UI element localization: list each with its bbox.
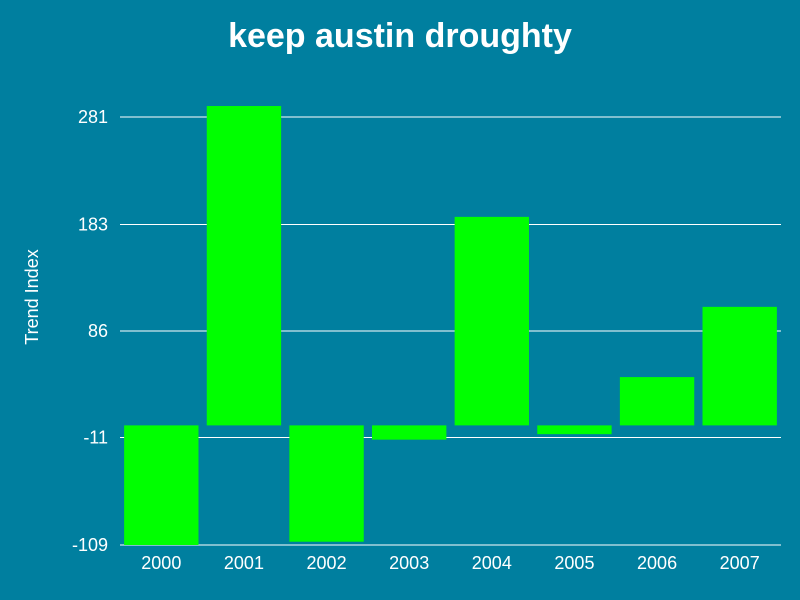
bars <box>124 106 777 545</box>
x-tick-label: 2004 <box>472 553 512 573</box>
y-tick-label: 86 <box>88 321 108 341</box>
x-tick-label: 2003 <box>389 553 429 573</box>
bar-2001 <box>206 106 282 426</box>
bar-2007 <box>702 306 777 426</box>
bar-2006 <box>619 377 695 426</box>
bar-2002 <box>289 425 364 542</box>
bar-2005 <box>537 425 612 435</box>
bar-2004 <box>454 216 529 426</box>
x-tick-label: 2005 <box>554 553 594 573</box>
x-tick-labels: 2000 2001 2002 2003 2004 2005 2006 2007 <box>141 553 759 573</box>
x-tick-label: 2002 <box>307 553 347 573</box>
x-tick-label: 2007 <box>720 553 760 573</box>
y-tick-label: 281 <box>78 107 108 127</box>
y-tick-label: -11 <box>83 427 108 447</box>
y-axis-label: Trend Index <box>22 249 42 344</box>
x-tick-label: 2006 <box>637 553 677 573</box>
y-tick-label: 183 <box>78 215 108 235</box>
chart-title: keep austin droughty <box>228 17 572 55</box>
y-tick-labels: -109 -11 86 183 281 <box>72 107 108 555</box>
x-tick-label: 2000 <box>141 553 181 573</box>
y-tick-label: -109 <box>72 535 108 555</box>
bar-2000 <box>124 425 199 545</box>
x-tick-label: 2001 <box>224 553 264 573</box>
bar-2003 <box>372 425 447 440</box>
